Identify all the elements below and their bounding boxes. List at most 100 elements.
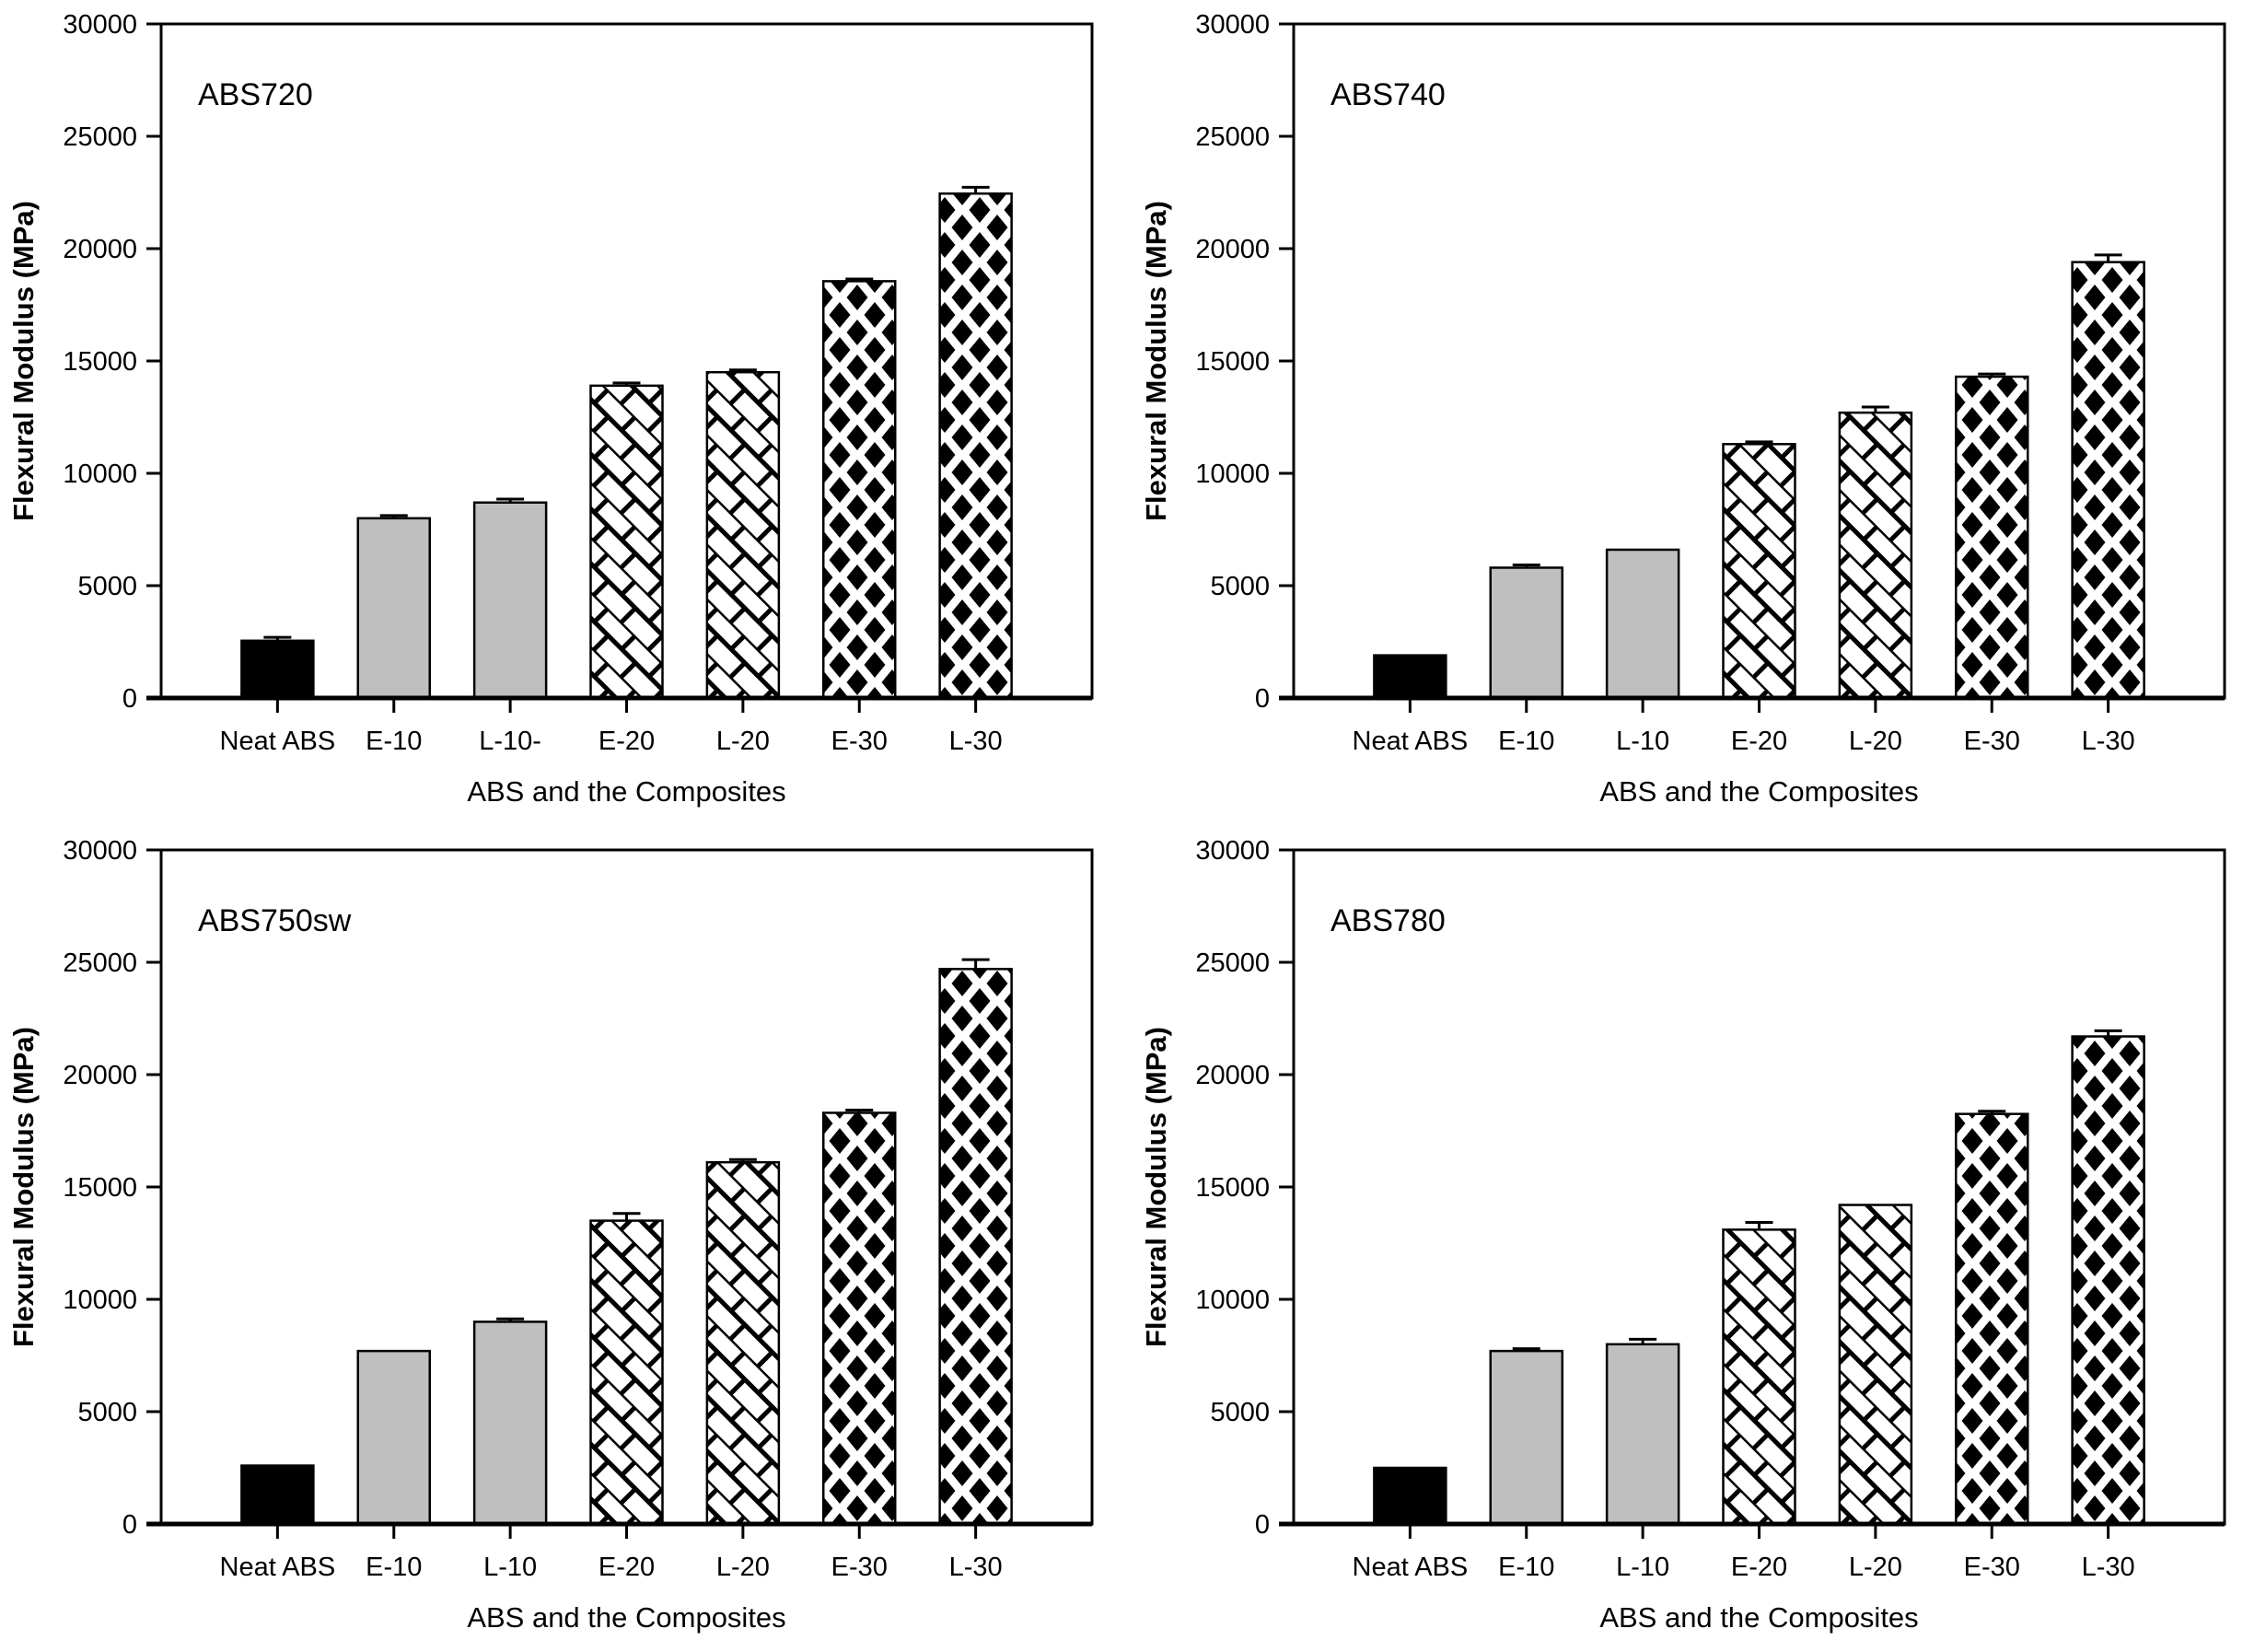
bar-l-20 (705, 370, 781, 700)
bar-e-20 (589, 1219, 664, 1526)
bar-l-10 (472, 501, 548, 700)
bar-e-10 (1489, 566, 1563, 700)
bar-e-30 (822, 1111, 897, 1526)
x-tick-label: E-10 (1498, 1553, 1554, 1582)
x-tick-label: Neat ABS (220, 1553, 336, 1582)
bar-neat-abs (240, 1464, 315, 1526)
x-tick-label: L-30 (2082, 1553, 2135, 1582)
y-tick-label: 20000 (1195, 1061, 1270, 1090)
chart-svg-bottom-left: 0 5000 10000 15000 20000 25000 30000 Neat ABS E-… (7, 836, 1094, 1634)
x-tick-label: Neat ABS (1353, 727, 1469, 756)
y-tick-label: 5000 (1210, 1398, 1270, 1427)
bar-l-20 (1838, 411, 1913, 700)
x-tick-label: L-30 (949, 1553, 1003, 1582)
x-tick-label: L-10 (1616, 1553, 1669, 1582)
y-tick-label: 10000 (63, 1286, 137, 1315)
bar-l-20 (1838, 1204, 1913, 1526)
bar-e-20 (1722, 443, 1796, 700)
y-tick-label: 20000 (63, 235, 137, 264)
chart-panel-top-left: 0 5000 10000 15000 20000 25000 30000 Neat ABS E-… (0, 0, 1133, 826)
chart-svg-top-right: 0 5000 10000 15000 20000 25000 30000 Neat ABS E-… (1140, 10, 2226, 808)
panel-title: ABS750sw (198, 903, 352, 938)
x-tick-label: E-20 (598, 727, 655, 756)
bar-e-10 (356, 517, 431, 700)
x-tick-label: Neat ABS (220, 727, 336, 756)
x-tick-label: E-10 (366, 1553, 422, 1582)
y-axis-title: Flexural Modulus (MPa) (1140, 1027, 1172, 1347)
x-tick-label: E-30 (1964, 727, 2020, 756)
x-tick-label: E-20 (1731, 1553, 1787, 1582)
chart-svg-top-left: 0 5000 10000 15000 20000 25000 30000 Neat ABS E-… (7, 10, 1094, 808)
bar-e-30 (822, 280, 897, 700)
x-axis-title: ABS and the Composites (467, 775, 785, 808)
y-tick-label: 10000 (1195, 1286, 1270, 1315)
bar-l-30 (2071, 261, 2145, 700)
bar-l-30 (938, 968, 1013, 1526)
x-tick-label: L-20 (1849, 727, 1902, 756)
x-tick-label: L-30 (949, 727, 1003, 756)
x-axis-title: ABS and the Composites (1599, 775, 1918, 808)
panel-title: ABS780 (1331, 903, 1446, 938)
bar-neat-abs (1373, 654, 1447, 700)
y-tick-label: 15000 (1195, 347, 1270, 377)
y-tick-label: 30000 (63, 10, 137, 40)
y-tick-label: 30000 (63, 836, 137, 866)
chart-panel-bottom-left: 0 5000 10000 15000 20000 25000 30000 Neat ABS E-… (0, 826, 1133, 1652)
x-tick-label: L-10- (479, 727, 541, 756)
panel-title: ABS720 (198, 77, 313, 112)
x-tick-label: E-30 (831, 1553, 888, 1582)
x-axis-title: ABS and the Composites (1599, 1601, 1918, 1634)
bar-neat-abs (1373, 1466, 1447, 1526)
y-tick-label: 0 (1255, 684, 1270, 714)
panel-title: ABS740 (1331, 77, 1446, 112)
y-tick-label: 20000 (1195, 235, 1270, 264)
x-tick-label: E-30 (1964, 1553, 2020, 1582)
x-tick-label: L-20 (1849, 1553, 1902, 1582)
y-tick-label: 15000 (63, 347, 137, 377)
chart-svg-bottom-right: 0 5000 10000 15000 20000 25000 30000 Neat ABS E-… (1140, 836, 2226, 1634)
x-tick-label: E-20 (1731, 727, 1787, 756)
y-axis-title: Flexural Modulus (MPa) (7, 1027, 40, 1347)
bar-e-30 (1955, 1112, 2029, 1526)
x-tick-label: E-10 (366, 727, 422, 756)
y-tick-label: 10000 (1195, 460, 1270, 489)
y-axis-title: Flexural Modulus (MPa) (7, 201, 40, 521)
y-tick-label: 10000 (63, 460, 137, 489)
bar-e-20 (589, 384, 664, 700)
bar-l-10 (472, 1320, 548, 1526)
y-tick-label: 25000 (63, 948, 137, 978)
y-tick-label: 25000 (63, 122, 137, 152)
x-axis-title: ABS and the Composites (467, 1601, 785, 1634)
y-tick-label: 30000 (1195, 10, 1270, 40)
x-tick-label: L-10 (483, 1553, 537, 1582)
bar-e-10 (356, 1349, 431, 1526)
chart-panel-bottom-right: 0 5000 10000 15000 20000 25000 30000 Neat ABS E-… (1133, 826, 2265, 1652)
x-tick-label: E-30 (831, 727, 888, 756)
y-tick-label: 15000 (63, 1173, 137, 1203)
chart-panel-top-right: 0 5000 10000 15000 20000 25000 30000 Neat ABS E-… (1133, 0, 2265, 826)
x-tick-label: E-10 (1498, 727, 1554, 756)
bar-l-30 (938, 192, 1013, 700)
x-tick-label: Neat ABS (1353, 1553, 1469, 1582)
y-tick-label: 0 (1255, 1510, 1270, 1540)
y-tick-label: 25000 (1195, 948, 1270, 978)
y-axis-title: Flexural Modulus (MPa) (1140, 201, 1172, 521)
y-tick-label: 5000 (1210, 572, 1270, 601)
y-tick-label: 15000 (1195, 1173, 1270, 1203)
bar-e-30 (1955, 375, 2029, 700)
y-tick-label: 0 (122, 1510, 137, 1540)
y-tick-label: 5000 (77, 572, 137, 601)
y-tick-label: 25000 (1195, 122, 1270, 152)
bar-l-10 (1605, 548, 1680, 700)
y-tick-label: 20000 (63, 1061, 137, 1090)
bar-l-30 (2071, 1035, 2145, 1526)
bar-l-20 (705, 1160, 781, 1526)
y-tick-label: 0 (122, 684, 137, 714)
bar-l-10 (1605, 1343, 1680, 1526)
y-tick-label: 5000 (77, 1398, 137, 1427)
x-tick-label: E-20 (598, 1553, 655, 1582)
x-tick-label: L-10 (1616, 727, 1669, 756)
x-tick-label: L-20 (716, 727, 770, 756)
bar-e-20 (1722, 1228, 1796, 1526)
